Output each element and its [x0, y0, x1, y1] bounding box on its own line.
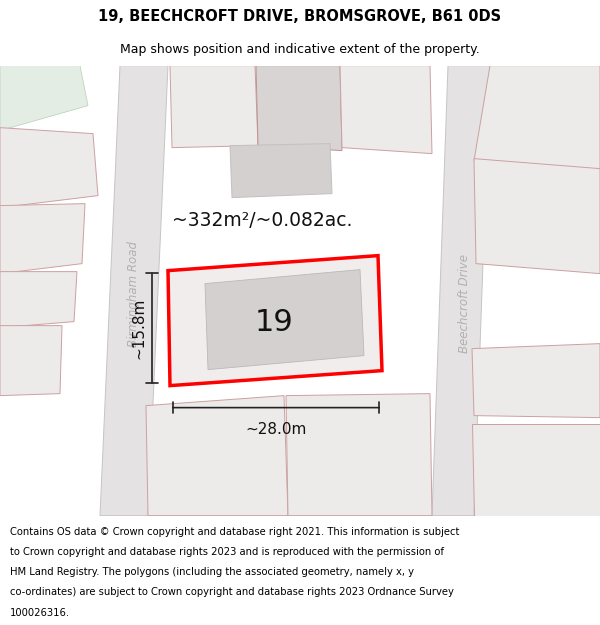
Polygon shape: [205, 269, 364, 369]
Polygon shape: [472, 424, 600, 516]
Text: Birmingham Road: Birmingham Road: [127, 241, 139, 347]
Text: ~15.8m: ~15.8m: [131, 298, 146, 359]
Polygon shape: [256, 66, 342, 151]
Polygon shape: [474, 159, 600, 274]
Text: 19, BEECHCROFT DRIVE, BROMSGROVE, B61 0DS: 19, BEECHCROFT DRIVE, BROMSGROVE, B61 0D…: [98, 9, 502, 24]
Polygon shape: [168, 256, 382, 386]
Polygon shape: [100, 66, 168, 516]
Text: 19: 19: [254, 308, 293, 337]
Text: HM Land Registry. The polygons (including the associated geometry, namely x, y: HM Land Registry. The polygons (includin…: [10, 567, 414, 577]
Polygon shape: [0, 66, 88, 131]
Text: Contains OS data © Crown copyright and database right 2021. This information is : Contains OS data © Crown copyright and d…: [10, 526, 460, 536]
Text: ~332m²/~0.082ac.: ~332m²/~0.082ac.: [172, 211, 352, 230]
Text: ~28.0m: ~28.0m: [245, 422, 307, 437]
Polygon shape: [286, 394, 432, 516]
Text: 100026316.: 100026316.: [10, 608, 70, 618]
Polygon shape: [474, 66, 600, 171]
Text: co-ordinates) are subject to Crown copyright and database rights 2023 Ordnance S: co-ordinates) are subject to Crown copyr…: [10, 588, 454, 598]
Text: Map shows position and indicative extent of the property.: Map shows position and indicative extent…: [120, 42, 480, 56]
Polygon shape: [340, 66, 432, 154]
Polygon shape: [0, 326, 62, 396]
Polygon shape: [230, 144, 332, 198]
Polygon shape: [0, 127, 98, 208]
Polygon shape: [0, 204, 85, 274]
Polygon shape: [472, 344, 600, 418]
Polygon shape: [0, 272, 77, 328]
Polygon shape: [432, 66, 490, 516]
Polygon shape: [146, 396, 288, 516]
Text: to Crown copyright and database rights 2023 and is reproduced with the permissio: to Crown copyright and database rights 2…: [10, 547, 444, 557]
Polygon shape: [170, 66, 258, 148]
Text: Beechcroft Drive: Beechcroft Drive: [458, 254, 472, 353]
